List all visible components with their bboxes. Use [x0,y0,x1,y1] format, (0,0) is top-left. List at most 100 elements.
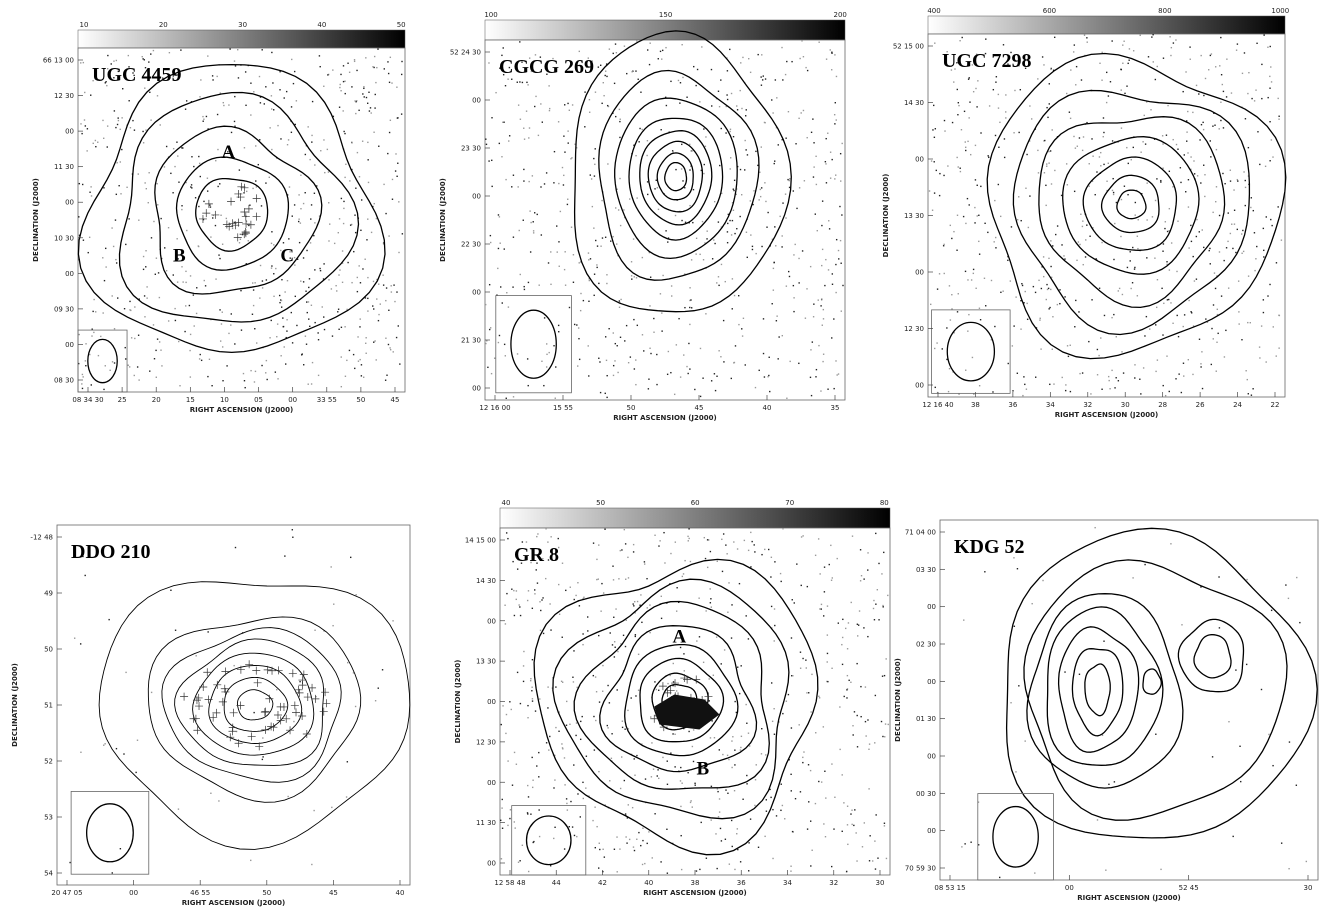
noise-pixel [1134,201,1137,204]
noise-pixel [1086,224,1088,226]
noise-pixel [598,282,600,285]
noise-pixel [531,700,534,702]
noise-pixel [82,376,84,378]
x-tick-label: 38 [971,401,980,409]
noise-pixel [689,143,691,146]
noise-pixel [291,58,293,61]
noise-pixel [144,66,147,69]
noise-pixel [181,147,183,149]
noise-pixel [837,373,840,375]
noise-pixel [624,813,627,815]
noise-pixel [546,353,548,356]
cross [294,685,303,694]
noise-pixel [610,757,613,760]
noise-pixel [1192,111,1194,114]
noise-pixel [635,154,637,157]
noise-pixel [798,257,800,260]
noise-pixel [106,68,109,70]
noise-pixel [641,128,643,131]
noise-pixel [572,254,575,256]
noise-pixel [819,573,821,575]
colorbar-tick-label: 50 [397,21,406,29]
noise-pixel [318,55,321,57]
y-tick-label: 14 15 00 [465,537,496,545]
noise-pixel [368,91,370,93]
cross [692,675,701,684]
noise-pixel [351,281,353,284]
noise-pixel [113,362,116,364]
noise-pixel [1050,67,1052,70]
noise-pixel [554,397,556,399]
noise-pixel [734,345,737,347]
noise-pixel [789,360,791,363]
noise-pixel [734,868,736,871]
noise-pixel [1162,243,1165,245]
noise-pixel [1190,312,1193,314]
noise-pixel [164,247,166,249]
noise-pixel [1076,259,1078,262]
noise-pixel [769,788,771,791]
noise-pixel [943,174,945,177]
noise-pixel [119,848,122,850]
noise-pixel [1140,393,1142,395]
noise-pixel [532,779,534,781]
noise-pixel [235,730,238,733]
noise-pixel [681,43,683,46]
noise-pixel [934,42,936,44]
noise-pixel [864,686,867,688]
noise-pixel [771,303,773,305]
noise-pixel [589,258,592,260]
noise-pixel [310,383,313,385]
noise-pixel [1218,627,1221,629]
noise-pixel [304,192,306,194]
contour [624,643,739,757]
noise-pixel [88,236,91,239]
noise-pixel [547,707,549,709]
noise-pixel [630,261,633,263]
noise-pixel [119,161,122,163]
noise-pixel [1216,313,1219,316]
noise-pixel [605,359,608,362]
noise-pixel [1117,290,1120,292]
noise-pixel [1280,239,1283,241]
contour [98,581,411,850]
noise-pixel [106,146,108,148]
noise-pixel [616,871,618,873]
noise-pixel [802,535,804,537]
cross [199,682,208,691]
noise-pixel [582,299,585,302]
noise-pixel [633,276,635,278]
noise-pixel [1018,131,1020,134]
noise-pixel [347,261,349,264]
noise-pixel [526,812,529,814]
noise-pixel [308,318,310,320]
noise-pixel [710,380,713,382]
noise-pixel [262,756,264,758]
noise-pixel [649,631,651,634]
noise-pixel [784,193,787,195]
noise-pixel [121,117,123,119]
noise-pixel [1247,92,1249,95]
noise-pixel [650,776,653,778]
noise-pixel [730,377,732,380]
noise-pixel [956,311,959,313]
noise-pixel [607,684,609,687]
noise-pixel [997,93,1000,96]
noise-pixel [1247,146,1250,149]
noise-pixel [531,690,533,692]
noise-pixel [529,679,532,682]
noise-pixel [1146,101,1148,103]
noise-pixel [389,349,392,351]
noise-pixel [793,310,795,313]
noise-pixel [711,258,714,260]
noise-pixel [373,308,375,310]
noise-pixel [355,594,357,596]
noise-pixel [633,368,636,370]
noise-pixel [800,584,802,587]
noise-pixel [1016,372,1019,374]
x-tick-label: 33 55 [317,396,337,404]
noise-pixel [507,760,509,762]
noise-pixel [962,215,965,218]
noise-pixel [1150,109,1152,111]
